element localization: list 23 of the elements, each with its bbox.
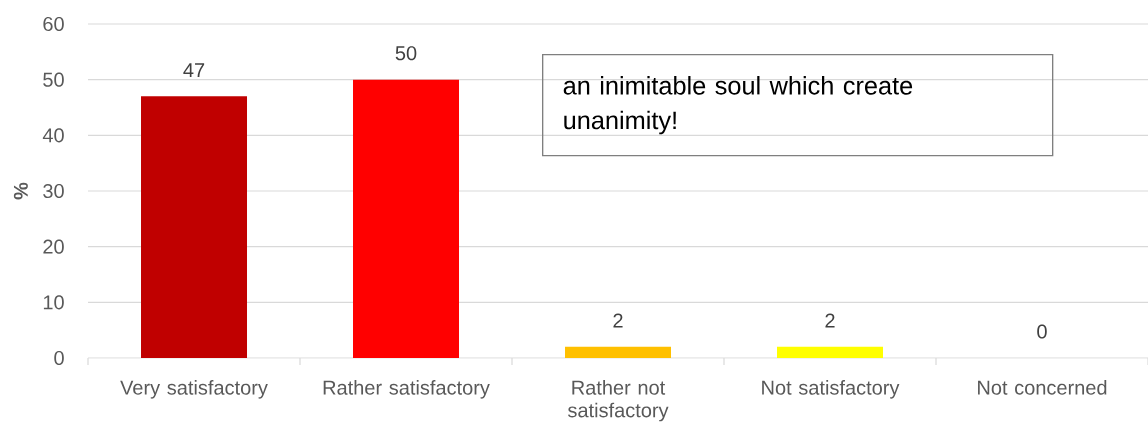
x-tick-label: Rather satisfactory [323, 380, 490, 399]
data-label: 2 [613, 313, 623, 328]
y-tick-label: 0 [54, 350, 64, 366]
data-label: 0 [1037, 324, 1047, 339]
data-label: 2 [825, 313, 835, 328]
y-tick-label: 60 [43, 16, 64, 32]
x-tick-label: Not satisfactory [762, 380, 900, 399]
bar [353, 79, 460, 358]
y-tick-label: 50 [43, 72, 64, 87]
y-axis-title: % [13, 182, 28, 200]
y-tick-label: 10 [43, 295, 64, 310]
bar [777, 346, 883, 358]
bar [565, 346, 672, 358]
x-tick-label: Rather not satisfactory [568, 380, 669, 422]
x-tick-label: Not concerned [978, 380, 1107, 395]
x-tick-label: Very satisfactory [120, 380, 268, 399]
y-tick-label: 30 [43, 183, 64, 199]
bar [141, 96, 248, 358]
y-tick-label: 20 [43, 239, 64, 254]
data-label: 47 [183, 63, 205, 77]
y-tick-label: 40 [42, 128, 64, 143]
annotation: an inimitable soul which create unanimity! [563, 76, 913, 135]
data-label: 50 [395, 46, 417, 61]
